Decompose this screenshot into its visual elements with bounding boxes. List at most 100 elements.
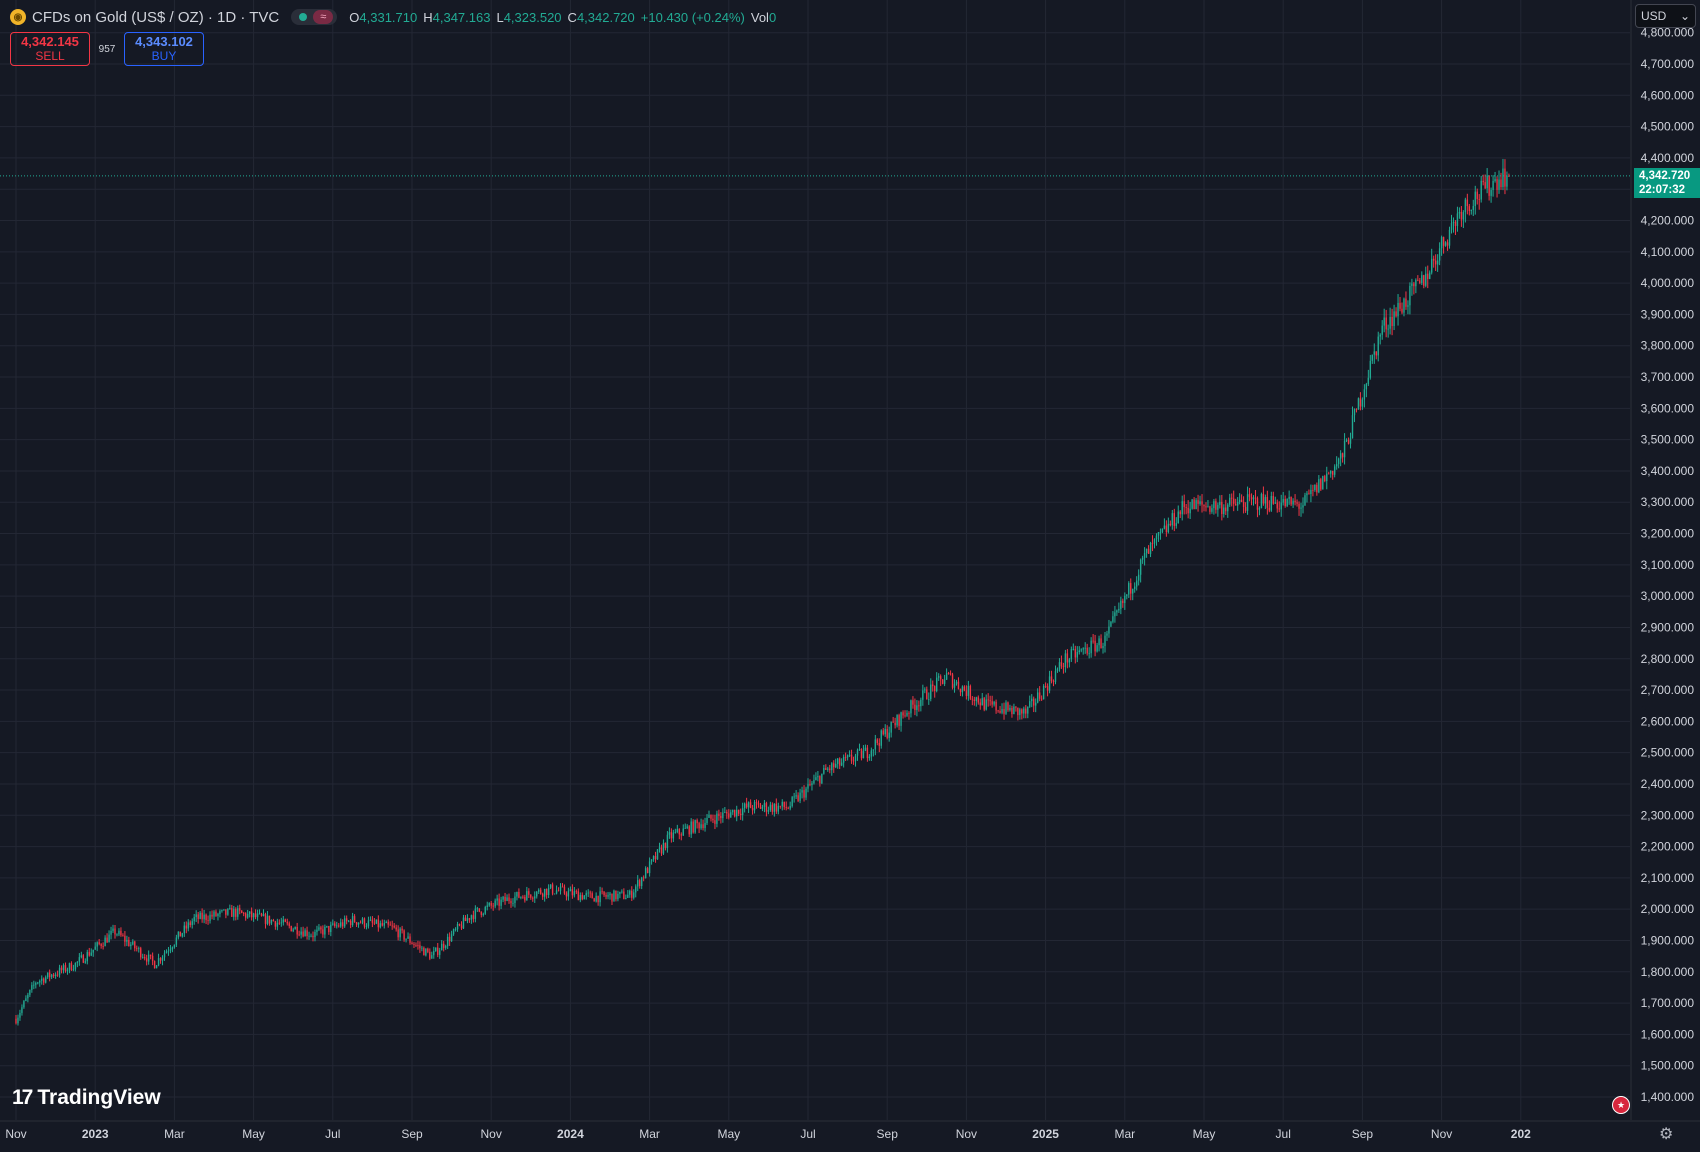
candle xyxy=(334,921,336,928)
candle xyxy=(837,757,839,769)
candle xyxy=(890,721,892,738)
candle xyxy=(411,941,413,945)
candle xyxy=(478,908,481,913)
candle xyxy=(351,912,354,927)
candle xyxy=(545,888,548,899)
candle xyxy=(736,805,738,822)
ohlc-legend: O4,331.710 H4,347.163 L4,323.520 C4,342.… xyxy=(349,9,777,25)
candle xyxy=(840,758,843,767)
currency-select[interactable]: USD ⌄ xyxy=(1635,4,1696,28)
candle xyxy=(466,914,469,924)
candle xyxy=(413,942,415,948)
candle xyxy=(1320,477,1322,491)
candle xyxy=(1460,206,1463,227)
candle xyxy=(419,941,421,953)
candle xyxy=(280,917,283,927)
candle xyxy=(144,954,146,961)
candle xyxy=(541,892,544,900)
candle xyxy=(72,964,75,972)
candle xyxy=(205,913,207,925)
candle xyxy=(203,909,205,924)
candle xyxy=(1302,497,1304,514)
candle xyxy=(955,679,958,686)
candle xyxy=(454,927,457,932)
candle xyxy=(902,710,904,719)
candle xyxy=(838,757,841,770)
candle xyxy=(555,885,558,895)
candle xyxy=(359,920,362,924)
candle xyxy=(1199,495,1201,506)
candle xyxy=(252,912,255,922)
candle xyxy=(1345,438,1348,443)
candle xyxy=(1139,558,1142,583)
candle xyxy=(357,922,360,928)
candle xyxy=(266,911,269,926)
candle xyxy=(31,982,33,993)
candle xyxy=(654,851,657,863)
symbol-title[interactable]: CFDs on Gold (US$ / OZ) · 1D · TVC xyxy=(32,8,280,26)
candle xyxy=(520,896,522,900)
candle xyxy=(1050,670,1053,684)
candle xyxy=(1326,466,1328,490)
candle xyxy=(718,809,720,821)
candle xyxy=(981,693,983,706)
candle xyxy=(90,948,92,957)
candle xyxy=(1149,541,1152,558)
candle xyxy=(1031,694,1033,708)
candle xyxy=(312,931,314,942)
candle xyxy=(179,931,182,937)
candle xyxy=(1233,490,1235,512)
candle xyxy=(640,876,643,890)
candle xyxy=(732,809,734,815)
candle xyxy=(1472,199,1474,217)
candle xyxy=(427,947,429,954)
candle xyxy=(448,932,451,946)
sell-button[interactable]: 4,342.145 SELL xyxy=(10,32,90,66)
time-tick-label: Sep xyxy=(877,1127,899,1141)
candle xyxy=(1108,619,1110,638)
candle xyxy=(1044,682,1047,689)
candle xyxy=(64,962,67,973)
price-axis[interactable]: 1,400.000 1,500.000 1,600.000 1,700.000 1,80… xyxy=(1630,0,1695,1120)
candle xyxy=(452,928,455,936)
candle xyxy=(567,887,570,901)
us-flag-icon[interactable]: ★ xyxy=(1612,1096,1630,1114)
candle xyxy=(639,878,641,889)
candle xyxy=(1177,505,1179,524)
candle xyxy=(1072,643,1075,651)
candle xyxy=(336,921,338,929)
time-axis[interactable]: Nov 2023 Mar May Jul Sep Nov 2024 Mar May Jul Sep No… xyxy=(0,1120,1700,1141)
gold-coin-icon: ◉ xyxy=(10,9,26,25)
market-status[interactable]: ≈ xyxy=(291,9,338,25)
buy-button[interactable]: 4,343.102 BUY xyxy=(124,32,204,66)
candle xyxy=(298,930,300,937)
candle xyxy=(1086,643,1088,656)
candle xyxy=(442,940,445,952)
candle xyxy=(611,893,613,905)
candle xyxy=(361,917,364,925)
candle xyxy=(1484,174,1486,190)
candle xyxy=(779,805,781,809)
tradingview-logo[interactable]: 17 TradingView xyxy=(12,1086,161,1109)
price-tick-label: 4,100.000 xyxy=(1641,245,1695,259)
candle xyxy=(728,809,730,820)
candle xyxy=(1343,433,1346,465)
candle xyxy=(1417,275,1419,282)
candle xyxy=(70,961,73,971)
candle xyxy=(716,810,718,828)
candle xyxy=(739,808,742,820)
chevron-down-icon: ⌄ xyxy=(1679,9,1690,23)
candle xyxy=(1229,493,1231,507)
candle xyxy=(1405,291,1407,310)
candle xyxy=(92,949,94,957)
settings-gear-icon[interactable]: ⚙ xyxy=(1659,1126,1674,1143)
candle xyxy=(128,936,130,947)
candle xyxy=(1258,506,1261,516)
candle xyxy=(506,894,508,902)
candle xyxy=(595,892,597,903)
low-value: 4,323.520 xyxy=(503,9,562,25)
candle xyxy=(765,801,768,817)
candle xyxy=(142,953,144,959)
candle xyxy=(1298,501,1300,516)
